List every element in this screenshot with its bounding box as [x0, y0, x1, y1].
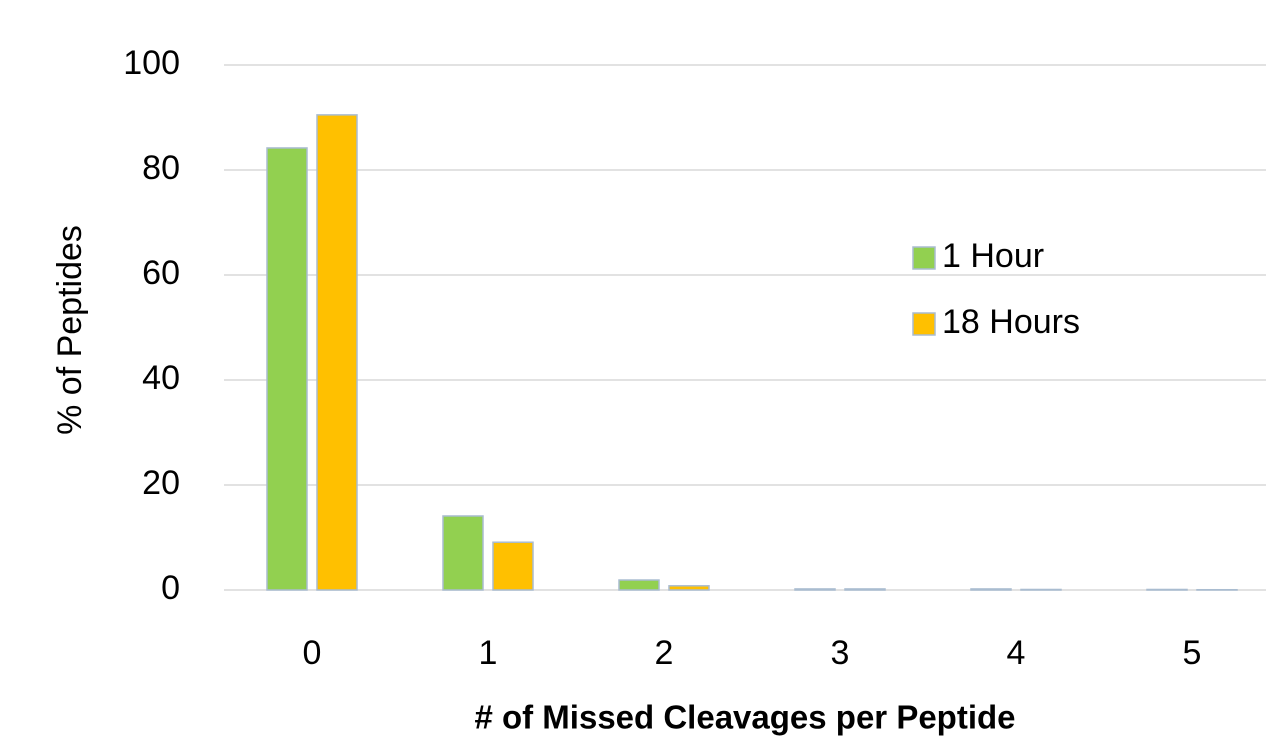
- y-tick-label: 60: [142, 254, 180, 292]
- bar: [1020, 588, 1062, 591]
- legend-swatch: [912, 312, 936, 336]
- bar: [1146, 588, 1188, 591]
- x-tick-label: 4: [1007, 634, 1026, 672]
- bar: [970, 588, 1012, 591]
- x-tick-label: 3: [831, 634, 850, 672]
- y-tick-label: 100: [123, 44, 180, 82]
- x-tick-label: 2: [655, 634, 674, 672]
- x-tick-label: 1: [479, 634, 498, 672]
- x-axis-title: # of Missed Cleavages per Peptide: [474, 699, 1015, 736]
- bar: [668, 585, 710, 591]
- y-tick-label: 20: [142, 464, 180, 502]
- bar: [794, 588, 836, 591]
- bar: [492, 541, 534, 591]
- x-tick-label: 5: [1183, 634, 1202, 672]
- legend-label: 18 Hours: [942, 303, 1080, 341]
- bar: [442, 515, 484, 591]
- y-tick-label: 80: [142, 149, 180, 187]
- x-tick-label: 0: [303, 634, 322, 672]
- legend-swatch: [912, 246, 936, 270]
- y-tick-label: 40: [142, 359, 180, 397]
- bar: [844, 588, 886, 591]
- bar: [266, 147, 308, 591]
- bar: [618, 579, 660, 591]
- bar: [316, 114, 358, 591]
- y-tick-label: 0: [161, 569, 180, 607]
- y-axis-title: % of Peptides: [51, 225, 89, 435]
- legend-label: 1 Hour: [942, 237, 1044, 275]
